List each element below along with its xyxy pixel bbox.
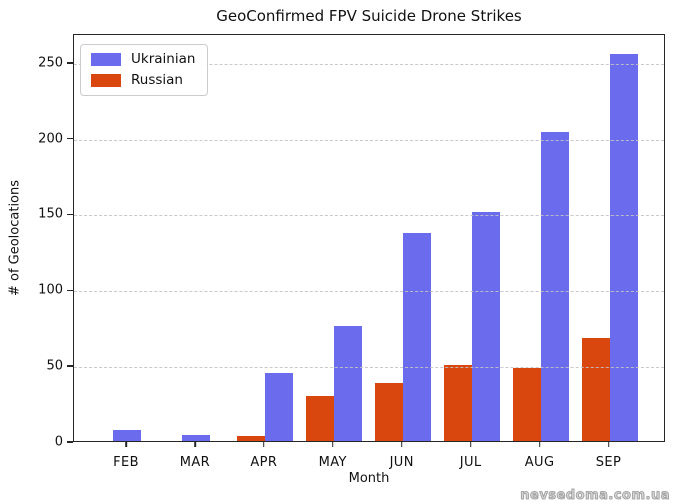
watermark: nevsedoma.com.ua bbox=[520, 488, 670, 504]
ytick-label-150: 150 bbox=[38, 206, 63, 222]
ytick-mark-250 bbox=[67, 62, 73, 64]
legend-label-ukrainian: Ukrainian bbox=[131, 51, 196, 67]
gridline-50 bbox=[74, 367, 664, 369]
xtick-mark-aug bbox=[538, 442, 541, 447]
bar-russian-jun bbox=[374, 383, 403, 441]
xtick-mark-apr bbox=[263, 442, 265, 447]
ytick-mark-150 bbox=[67, 213, 73, 216]
ytick-label-100: 100 bbox=[38, 282, 63, 298]
ytick-mark-0 bbox=[67, 441, 73, 443]
xtick-label-jun: JUN bbox=[389, 455, 414, 470]
x-axis-label: Month bbox=[348, 471, 390, 486]
gridline-200 bbox=[74, 139, 664, 141]
legend-swatch-russian bbox=[91, 73, 121, 87]
bar-ukrainian-may bbox=[333, 325, 362, 441]
plot-area: Ukrainian Russian bbox=[73, 34, 665, 442]
xtick-label-aug: AUG bbox=[524, 455, 555, 470]
ytick-mark-200 bbox=[67, 137, 73, 140]
bar-ukrainian-aug bbox=[540, 131, 569, 441]
bar-russian-jul bbox=[443, 365, 472, 441]
gridline-250 bbox=[74, 63, 664, 65]
xtick-mark-sep bbox=[607, 442, 610, 447]
legend: Ukrainian Russian bbox=[80, 44, 209, 96]
bar-ukrainian-apr bbox=[264, 372, 293, 441]
ytick-label-250: 250 bbox=[38, 55, 63, 71]
bar-ukrainian-mar bbox=[181, 434, 210, 441]
xtick-label-apr: APR bbox=[250, 455, 278, 470]
bar-russian-apr bbox=[236, 436, 265, 441]
legend-label-russian: Russian bbox=[131, 71, 183, 88]
legend-swatch-ukrainian bbox=[91, 53, 121, 67]
ytick-label-50: 50 bbox=[46, 358, 63, 374]
ytick-mark-50 bbox=[67, 365, 73, 367]
xtick-label-may: MAY bbox=[318, 455, 347, 470]
xtick-label-feb: FEB bbox=[113, 455, 139, 470]
xtick-mark-jun bbox=[400, 442, 403, 447]
bar-ukrainian-jun bbox=[402, 233, 431, 441]
y-axis-label: # of Geolocations bbox=[7, 179, 23, 297]
bar-ukrainian-sep bbox=[609, 54, 638, 441]
ytick-label-200: 200 bbox=[38, 131, 63, 147]
bar-ukrainian-feb bbox=[113, 430, 141, 441]
xtick-label-jul: JUL bbox=[459, 455, 482, 470]
gridline-150 bbox=[74, 215, 664, 217]
bar-russian-aug bbox=[512, 368, 541, 441]
bar-russian-may bbox=[305, 395, 334, 441]
bar-russian-sep bbox=[581, 337, 610, 441]
legend-item-ukrainian: Ukrainian bbox=[91, 51, 196, 67]
bar-ukrainian-jul bbox=[471, 211, 500, 441]
gridline-100 bbox=[74, 291, 664, 293]
xtick-label-sep: SEP bbox=[595, 455, 622, 470]
xtick-label-mar: MAR bbox=[179, 455, 211, 470]
xtick-mark-feb bbox=[125, 442, 127, 447]
ytick-mark-100 bbox=[67, 289, 73, 292]
ytick-label-0: 0 bbox=[54, 434, 63, 450]
chart-title: GeoConfirmed FPV Suicide Drone Strikes bbox=[216, 7, 522, 25]
xtick-mark-mar bbox=[194, 442, 196, 447]
xtick-mark-may bbox=[331, 442, 334, 447]
legend-item-russian: Russian bbox=[91, 71, 195, 88]
xtick-mark-jul bbox=[469, 442, 472, 447]
